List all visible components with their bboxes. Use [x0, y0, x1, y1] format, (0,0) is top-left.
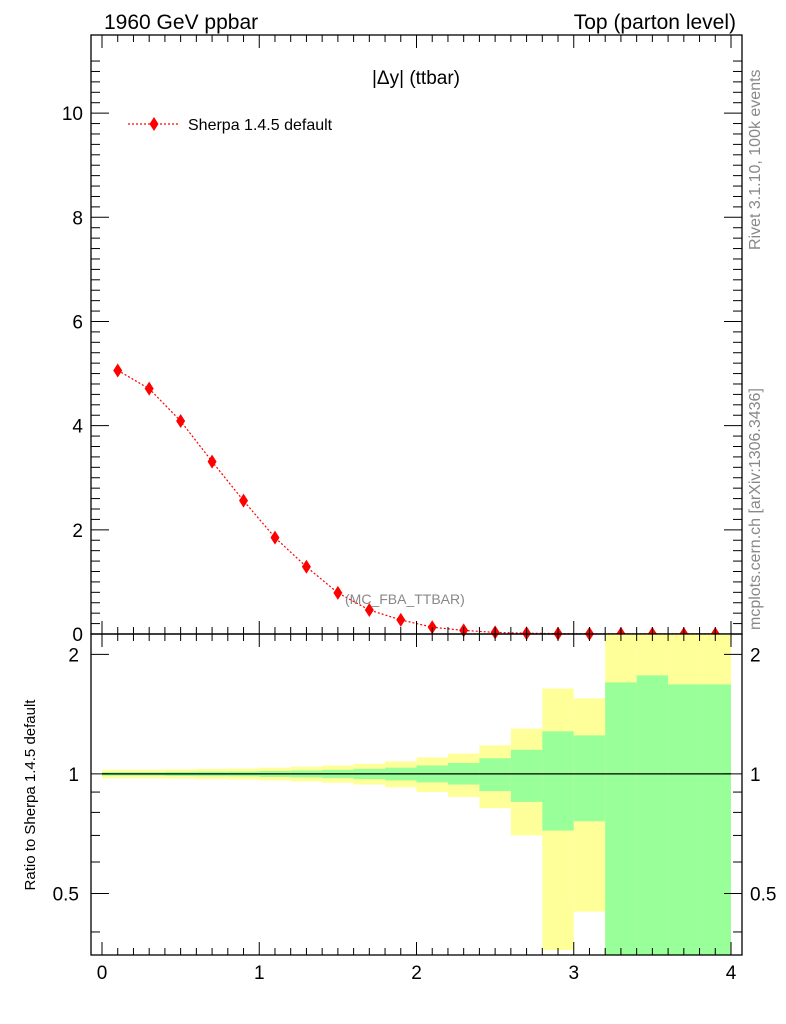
ratio-ytick-label: 2 [68, 645, 79, 666]
data-point-8 [364, 603, 374, 618]
ytick-label: 10 [62, 104, 83, 125]
xtick-label: 1 [254, 963, 265, 984]
ratio-panel: 0 1 2 3 4 0.5 0.5 1 1 2 2 Ratio to Sherpa 1.4.5 de… [22, 633, 776, 984]
ratio-band-inner-18 [668, 684, 700, 955]
mcplots-label: mcplots.cern.ch [arXiv:1306.3436] [747, 388, 764, 630]
data-point-7 [333, 585, 343, 600]
ratio-band-inner-17 [636, 675, 669, 955]
xtick-label: 4 [726, 963, 737, 984]
xtick-label: 2 [411, 963, 422, 984]
ratio-band-inner-16 [605, 682, 637, 955]
ytick-label: 6 [72, 312, 83, 333]
xtick-label: 0 [97, 963, 108, 984]
main-panel: 0 2 4 6 8 10 |Δy| (ttbar) (MC_FBA_TTBAR) Sher… [62, 34, 743, 646]
ratio-band-inner-19 [699, 684, 731, 955]
ratio-bands [102, 634, 731, 955]
ratio-ytick-label: 0.5 [53, 884, 79, 905]
rivet-label: Rivet 3.1.10, 100k events [747, 69, 764, 250]
ratio-band-inner-14 [542, 731, 574, 831]
xtick-label: 3 [568, 963, 579, 984]
data-point-6 [301, 559, 311, 574]
data-point-1 [144, 381, 154, 396]
data-point-3 [207, 454, 217, 469]
ratio-band-inner-15 [573, 735, 606, 822]
header-left: 1960 GeV ppbar [104, 11, 258, 34]
data-point-9 [396, 612, 406, 627]
legend-marker [149, 117, 159, 131]
ratio-ytick-label-right: 2 [750, 645, 761, 666]
header-right: Top (parton level) [574, 11, 736, 34]
ytick-label: 4 [72, 417, 83, 438]
ratio-band-inner-12 [479, 758, 511, 792]
data-point-4 [239, 493, 249, 508]
ytick-label: 2 [72, 521, 83, 542]
ratio-axes: 0 1 2 3 4 0.5 0.5 1 1 2 2 [53, 633, 776, 984]
data-point-2 [176, 413, 186, 428]
ratio-ytick-label: 1 [68, 765, 79, 786]
ratio-band-inner-13 [510, 749, 543, 802]
analysis-watermark: (MC_FBA_TTBAR) [345, 591, 465, 607]
data-point-0 [113, 363, 123, 378]
ytick-label: 0 [72, 625, 83, 646]
ratio-ylabel: Ratio to Sherpa 1.4.5 default [22, 699, 39, 891]
main-axes: 0 2 4 6 8 10 [62, 34, 743, 646]
ratio-ytick-label-right: 1 [750, 765, 761, 786]
legend-label: Sherpa 1.4.5 default [188, 117, 333, 134]
plot-title: |Δy| (ttbar) [372, 68, 460, 89]
ytick-label: 8 [72, 208, 83, 229]
ratio-ytick-label-right: 0.5 [750, 884, 776, 905]
data-point-5 [270, 530, 280, 545]
legend: Sherpa 1.4.5 default [128, 117, 333, 134]
